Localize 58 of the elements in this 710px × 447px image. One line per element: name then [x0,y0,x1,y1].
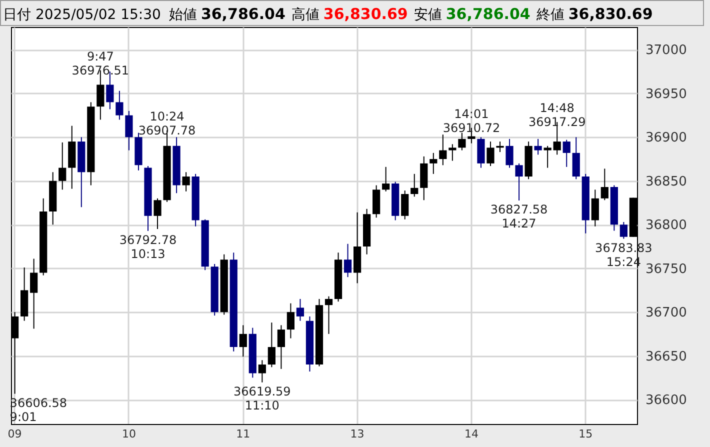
text: 始値 36,786.04 [168,5,286,23]
candlestick [30,258,38,330]
annotation: 14:48 36917.29 [528,101,586,130]
candlestick [591,189,599,227]
x-tick-label: 10 [122,428,136,440]
candlestick [382,166,390,192]
y-tick-label: 36900 [646,130,687,146]
candlestick [496,141,504,153]
annotation: 36792.78 10:13 [119,232,177,261]
x-tick-label: 14 [464,428,478,440]
candlestick [410,173,418,198]
y-tick-label: 36700 [646,306,687,321]
candlestick [58,142,66,190]
candlestick [506,138,514,168]
candlestick [268,322,276,368]
candlestick [448,144,456,162]
x-tick-label: 11 [236,428,250,440]
candlestick [486,141,494,167]
candlestick [515,162,523,202]
y-tick-label: 36600 [646,393,687,408]
candlestick [125,110,133,151]
candlestick [324,296,333,334]
candlestick [458,132,466,151]
x-tick-label: 13 [350,428,364,440]
candlestick [258,360,266,383]
y-tick-label: 36800 [646,218,687,234]
candlestick [277,324,285,370]
text: 終値 36,830.69 [536,5,653,23]
y-tick-label: 36650 [646,349,687,364]
chart-title: 日付 2025/05/02 15:30 [3,7,161,23]
candlestick [344,243,352,278]
x-tick-label: 15 [578,428,593,440]
candlestick [116,90,124,120]
candlestick [430,152,438,174]
candlestick [239,324,247,358]
candlestick [296,298,304,322]
text: 安値 36,786.04 [414,5,530,23]
text: 高値 36,830.69 [291,5,408,23]
candlestick [544,145,552,168]
candlestick [534,138,542,156]
x-tick-label: 09 [8,428,22,440]
candlestick [562,139,570,168]
candlestick [286,302,295,339]
y-tick-label: 37000 [646,43,687,58]
y-tick-label: 36950 [646,86,687,102]
annotation: 14:01 36910.72 [442,106,500,135]
y-tick-label: 36850 [646,174,687,190]
candlestick [182,172,190,192]
candlestick [439,134,447,166]
annotation: 36619.59 11:10 [234,384,291,412]
candlestick [572,136,580,180]
annotation: 9:47 36976.51 [72,49,130,78]
annotation: 36827.58 14:27 [490,202,548,231]
candlestick [600,168,608,201]
candlestick [154,198,162,230]
annotation: 10:24 36907.78 [138,109,196,138]
candlestick [620,222,628,240]
candlestick [401,190,409,220]
